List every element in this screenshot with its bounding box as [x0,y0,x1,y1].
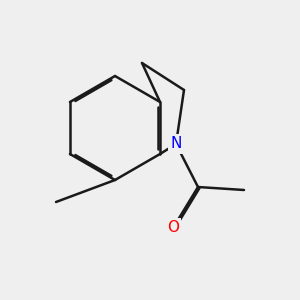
Text: N: N [170,136,182,152]
Text: O: O [167,220,179,236]
